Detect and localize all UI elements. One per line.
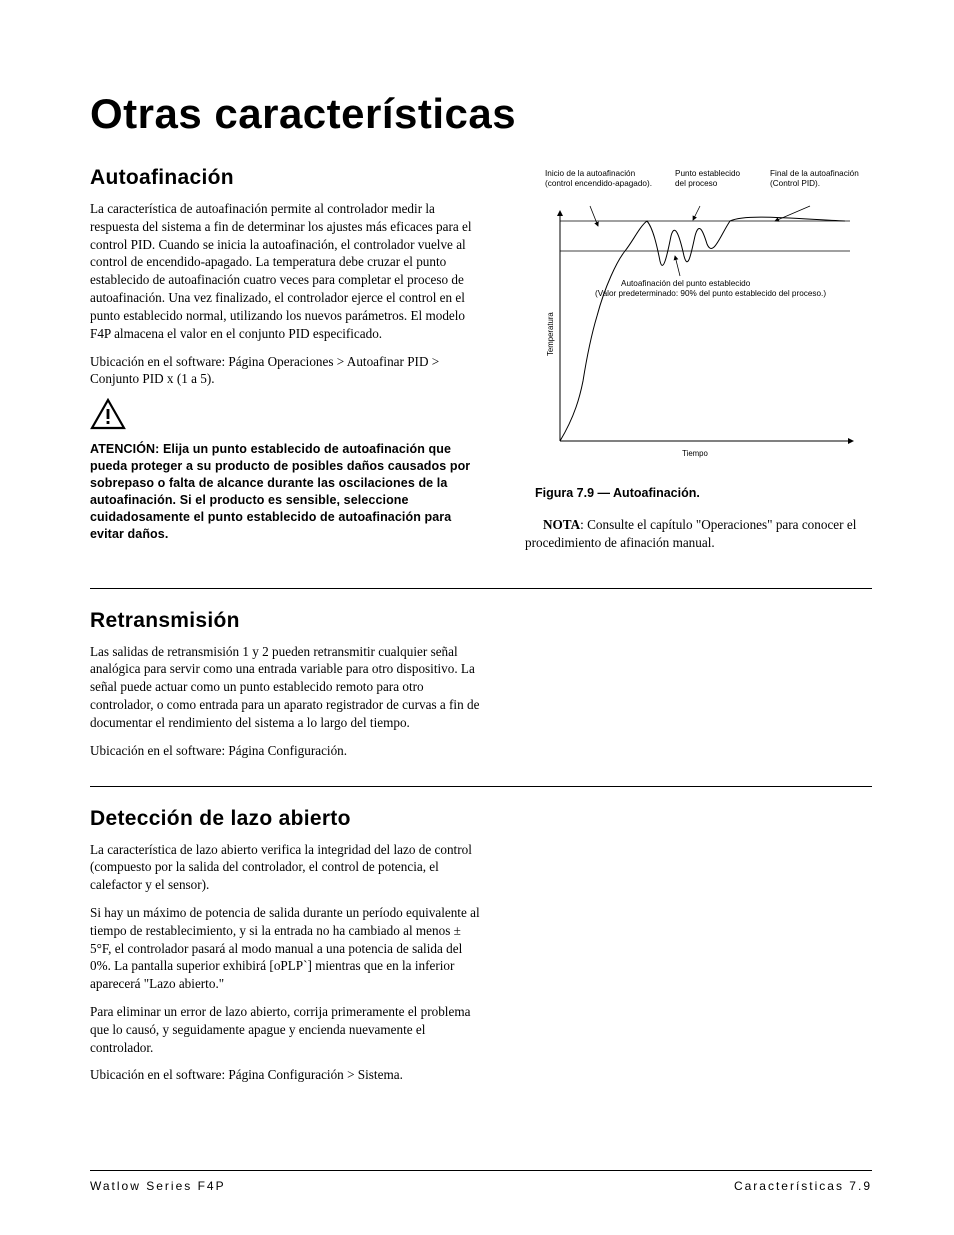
svg-text:Final de la autoafinación: Final de la autoafinación [770, 169, 859, 178]
section-divider-1 [90, 588, 872, 589]
autoafin-heading: Autoafinación [90, 166, 485, 190]
figure-caption: Figura 7.9 — Autoafinación. [535, 486, 872, 500]
autoafin-note: NOTA: Consulte el capítulo "Operaciones"… [525, 516, 872, 552]
retrans-section: Retransmisión Las salidas de retransmisi… [90, 609, 485, 760]
warning-icon [90, 398, 485, 435]
lazo-section: Detección de lazo abierto La característ… [90, 807, 485, 1085]
footer-left: Watlow Series F4P [90, 1179, 226, 1193]
retrans-p1: Las salidas de retransmisión 1 y 2 puede… [90, 643, 485, 732]
autoafin-p1: La característica de autoafinación permi… [90, 200, 485, 343]
lazo-p1: La característica de lazo abierto verifi… [90, 841, 485, 894]
lazo-p4: Ubicación en el software: Página Configu… [90, 1066, 485, 1084]
manual-page: Otras características Autoafinación La c… [0, 0, 954, 1235]
autoafin-p2: Ubicación en el software: Página Operaci… [90, 353, 485, 389]
autotune-chart: Inicio de la autoafinación(control encen… [525, 166, 872, 476]
lazo-p3: Para eliminar un error de lazo abierto, … [90, 1003, 485, 1056]
svg-text:Punto establecido: Punto establecido [675, 169, 741, 178]
svg-text:Tiempo: Tiempo [682, 449, 708, 458]
svg-text:(Valor predeterminado: 90% del: (Valor predeterminado: 90% del punto est… [595, 289, 826, 298]
autoafin-figure-col: Inicio de la autoafinación(control encen… [525, 166, 872, 562]
page-title: Otras características [90, 90, 872, 138]
retrans-p2: Ubicación en el software: Página Configu… [90, 742, 485, 760]
lazo-p2: Si hay un máximo de potencia de salida d… [90, 904, 485, 993]
svg-text:(Control PID).: (Control PID). [770, 179, 820, 188]
svg-text:del proceso: del proceso [675, 179, 718, 188]
autoafin-text-col: Autoafinación La característica de autoa… [90, 166, 485, 562]
note-label: NOTA [543, 517, 580, 532]
footer-right: Características 7.9 [734, 1179, 872, 1193]
autoafin-warning: ATENCIÓN: Elija un punto establecido de … [90, 441, 485, 542]
page-footer: Watlow Series F4P Características 7.9 [90, 1170, 872, 1193]
svg-text:Autoafinación del punto establ: Autoafinación del punto establecido [621, 279, 751, 288]
svg-text:(control encendido-apagado).: (control encendido-apagado). [545, 179, 652, 188]
svg-text:Temperatura: Temperatura [546, 312, 555, 356]
autoafin-section: Autoafinación La característica de autoa… [90, 166, 872, 562]
svg-text:Inicio de la autoafinación: Inicio de la autoafinación [545, 169, 636, 178]
section-divider-2 [90, 786, 872, 787]
retrans-heading: Retransmisión [90, 609, 485, 633]
lazo-heading: Detección de lazo abierto [90, 807, 485, 831]
